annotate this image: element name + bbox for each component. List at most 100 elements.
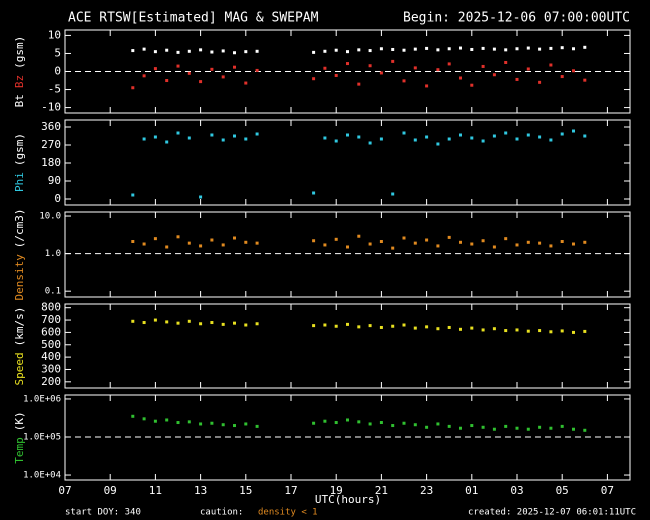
y-tick-label: 200 xyxy=(41,375,61,388)
y-axis-label-part: (/cm3) xyxy=(13,208,26,248)
footer-note: density < 1 xyxy=(258,508,318,518)
y-tick-label: 270 xyxy=(41,138,61,151)
x-axis-label: UTC(hours) xyxy=(315,493,381,506)
data-point xyxy=(583,134,587,138)
data-point xyxy=(346,133,349,137)
data-point xyxy=(357,82,361,86)
y-tick-label: 5 xyxy=(54,46,61,59)
data-point xyxy=(233,134,236,138)
data-point xyxy=(244,323,248,327)
y-tick-label: 360 xyxy=(41,120,61,133)
y-tick-label: 1.0E+06 xyxy=(23,394,61,404)
data-point xyxy=(492,327,496,331)
data-point xyxy=(436,422,440,426)
data-point xyxy=(560,46,564,50)
y-tick-label: 1.0 xyxy=(45,249,61,259)
footer-start: start DOY: 340 xyxy=(65,508,141,518)
data-point xyxy=(142,321,146,325)
data-point xyxy=(526,133,530,137)
data-point xyxy=(221,49,225,53)
data-point xyxy=(346,418,349,422)
data-point xyxy=(176,131,180,135)
data-point xyxy=(583,428,587,432)
x-tick-label: 13 xyxy=(194,484,207,497)
data-point xyxy=(481,239,485,243)
data-point xyxy=(560,132,564,136)
data-point xyxy=(233,65,236,69)
data-point xyxy=(572,47,575,51)
data-point xyxy=(447,235,451,239)
data-point xyxy=(538,241,542,245)
x-tick-label: 01 xyxy=(465,484,478,497)
data-point xyxy=(391,192,395,196)
data-point xyxy=(470,136,474,140)
data-point xyxy=(244,50,248,54)
data-point xyxy=(244,81,248,85)
data-point xyxy=(425,84,429,88)
data-point xyxy=(391,324,395,328)
y-tick-label: 0 xyxy=(54,192,61,205)
data-point xyxy=(436,327,440,331)
data-point xyxy=(131,49,135,53)
data-point xyxy=(447,47,451,51)
data-point xyxy=(515,426,519,430)
data-point xyxy=(131,86,135,90)
data-point xyxy=(447,62,451,66)
panel-frame xyxy=(64,211,631,298)
y-tick-label: 10.0 xyxy=(39,212,61,222)
data-point xyxy=(436,142,440,146)
data-point xyxy=(504,48,508,52)
data-point xyxy=(255,241,259,245)
data-point xyxy=(153,67,157,71)
data-point xyxy=(323,419,327,423)
data-point xyxy=(357,48,361,52)
data-point xyxy=(323,323,327,327)
data-point xyxy=(233,236,236,240)
data-point xyxy=(425,46,429,50)
data-point xyxy=(391,47,395,51)
data-point xyxy=(312,77,316,81)
x-tick-label: 19 xyxy=(330,484,343,497)
x-tick-label: 21 xyxy=(375,484,388,497)
x-tick-label: 07 xyxy=(601,484,614,497)
y-axis-label-part: (km/s) xyxy=(13,307,26,347)
data-point xyxy=(334,421,338,425)
data-point xyxy=(334,324,338,328)
data-point xyxy=(549,330,553,334)
x-tick-label: 17 xyxy=(284,484,297,497)
data-point xyxy=(560,75,564,79)
y-tick-label: 800 xyxy=(41,301,61,314)
data-point xyxy=(447,137,451,141)
data-point xyxy=(346,62,349,66)
data-point xyxy=(583,240,587,244)
data-point xyxy=(368,324,372,328)
data-point xyxy=(255,49,259,53)
data-point xyxy=(526,240,530,244)
data-point xyxy=(413,326,417,330)
y-axis-label-part: Speed xyxy=(13,352,26,385)
data-point xyxy=(176,64,180,68)
data-point xyxy=(459,426,462,430)
data-point xyxy=(221,243,225,247)
data-point xyxy=(413,423,417,427)
data-point xyxy=(391,246,395,250)
x-tick-label: 09 xyxy=(104,484,117,497)
data-point xyxy=(165,245,169,249)
data-point xyxy=(176,421,180,425)
data-point xyxy=(526,67,530,71)
data-point xyxy=(165,320,169,324)
data-point xyxy=(323,136,327,140)
data-point xyxy=(413,138,417,142)
data-point xyxy=(233,51,236,55)
y-axis-label-part: (gsm) xyxy=(13,36,26,69)
data-point xyxy=(538,47,542,51)
data-point xyxy=(131,193,135,197)
y-tick-label: 1.0E+04 xyxy=(23,471,61,481)
data-point xyxy=(153,135,157,139)
data-point xyxy=(538,135,542,139)
y-axis-label-part: Bt xyxy=(13,94,26,107)
x-tick-label: 03 xyxy=(510,484,523,497)
data-point xyxy=(425,325,429,329)
data-point xyxy=(391,59,395,63)
data-point xyxy=(504,237,508,241)
